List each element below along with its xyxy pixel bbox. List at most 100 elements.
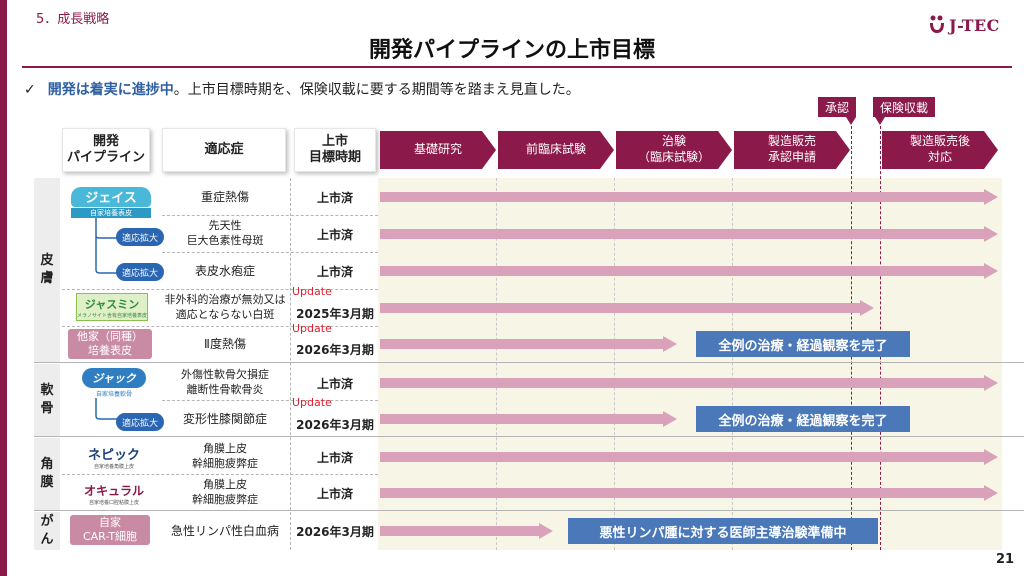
- progress-arrow-head: [663, 336, 677, 352]
- progress-arrow-shaft: [380, 303, 860, 313]
- jack-logo-sub: 自家培養軟骨: [95, 391, 132, 398]
- check-icon: ✓: [24, 82, 36, 98]
- row-divider: [162, 252, 378, 253]
- approval-pointer: [846, 117, 856, 125]
- indication-cell: 表皮水疱症: [194, 263, 255, 278]
- progress-arrow-head: [984, 226, 998, 242]
- phase-post-marketing: 製造販売後 対応: [882, 131, 998, 169]
- indication-cell: 変形性膝関節症: [182, 411, 267, 426]
- status-banner: 全例の治療・経過観察を完了: [696, 331, 910, 357]
- progress-arrow-head: [860, 300, 874, 316]
- indication-cell: 急性リンパ性白血病: [170, 523, 279, 538]
- indication-cell: 先天性 巨大色素性母斑: [186, 219, 264, 247]
- target-period-cell: 2026年3月期: [296, 417, 374, 432]
- indication-cell: 非外科的治療が無効又は 適応とならない白斑: [164, 293, 286, 321]
- phase-approval-application: 製造販売 承認申請: [734, 131, 850, 169]
- progress-arrow: [380, 189, 998, 205]
- progress-arrow-head: [984, 485, 998, 501]
- phase-grid-line: [496, 178, 497, 550]
- update-badge: Update: [292, 396, 332, 409]
- target-period-cell: 2025年3月期: [296, 306, 374, 321]
- jace-logo-sub: 自家培養表皮: [71, 207, 151, 218]
- target-period-cell: 2026年3月期: [296, 524, 374, 539]
- ocural-logo: オキュラル 自家培養口腔粘膜上皮: [72, 480, 156, 508]
- jtec-mark-icon: [930, 15, 944, 33]
- progress-arrow: [380, 375, 998, 391]
- header-target: 上市 目標時期: [294, 128, 376, 172]
- accent-bar: [0, 0, 7, 576]
- progress-arrow: [380, 523, 553, 539]
- approval-callout: 承認: [818, 97, 856, 117]
- insurance-pointer: [875, 117, 885, 125]
- jack-logo-text: ジャック: [82, 368, 146, 388]
- expansion-badge: 適応拡大: [116, 228, 164, 246]
- jace-logo-text: ジェイス: [71, 186, 151, 207]
- insurance-callout: 保険収載: [873, 97, 935, 117]
- phase-basic-research: 基礎研究: [380, 131, 496, 169]
- indication-cell: Ⅱ度熱傷: [204, 336, 246, 351]
- progress-arrow-shaft: [380, 266, 984, 276]
- jack-logo: ジャック 自家培養軟骨: [74, 366, 154, 400]
- column-divider: [290, 178, 291, 550]
- row-divider: [162, 400, 378, 401]
- target-period-cell: 上市済: [316, 450, 353, 465]
- progress-arrow: [380, 336, 677, 352]
- indication-cell: 外傷性軟骨欠損症 離断性骨軟骨炎: [181, 368, 269, 396]
- update-badge: Update: [292, 322, 332, 335]
- allogeneic-epidermis-label: 他家（同種） 培養表皮: [68, 329, 152, 359]
- progress-arrow-shaft: [380, 192, 984, 202]
- progress-arrow-head: [984, 263, 998, 279]
- group-divider: [34, 362, 1024, 363]
- phase-clinical-trial: 治験 （臨床試験）: [616, 131, 732, 169]
- company-logo: J-TEC: [928, 14, 1000, 36]
- target-period-cell: 上市済: [316, 264, 353, 279]
- category-skin: 皮 膚: [34, 178, 60, 362]
- header-indication: 適応症: [162, 128, 286, 172]
- title-divider: [22, 66, 1012, 68]
- indication-cell: 角膜上皮 幹細胞疲弊症: [192, 478, 258, 506]
- page-title: 開発パイプラインの上市目標: [368, 38, 655, 63]
- target-period-cell: 2026年3月期: [296, 342, 374, 357]
- progress-arrow: [380, 485, 998, 501]
- update-badge: Update: [292, 285, 332, 298]
- jace-logo: ジェイス 自家培養表皮: [68, 184, 154, 220]
- section-label: 5．成長戦略: [36, 12, 110, 27]
- summary-highlight: 開発は着実に進捗中: [47, 82, 174, 98]
- progress-arrow-shaft: [380, 378, 984, 388]
- target-period-cell: 上市済: [316, 227, 353, 242]
- jasmine-logo-sub: メラノサイト含有自家培養表皮: [77, 312, 147, 319]
- ocural-logo-text: オキュラル: [83, 484, 144, 498]
- target-period-cell: 上市済: [316, 486, 353, 501]
- expansion-connector: [95, 398, 122, 420]
- target-period-cell: 上市済: [316, 190, 353, 205]
- progress-arrow-shaft: [380, 229, 984, 239]
- expansion-badge: 適応拡大: [116, 413, 164, 431]
- progress-arrow-shaft: [380, 526, 539, 536]
- progress-arrow-head: [663, 411, 677, 427]
- expansion-connector: [95, 218, 122, 274]
- logo-text: J-TEC: [949, 15, 1000, 35]
- indication-cell: 重症熱傷: [200, 189, 249, 204]
- group-divider: [34, 510, 1024, 511]
- progress-arrow-head: [984, 189, 998, 205]
- phase-grid-line: [614, 178, 615, 550]
- target-period-cell: 上市済: [316, 376, 353, 391]
- progress-arrow: [380, 411, 677, 427]
- progress-arrow-head: [984, 449, 998, 465]
- progress-arrow-shaft: [380, 414, 663, 424]
- jasmine-logo: ジャスミン メラノサイト含有自家培養表皮: [76, 293, 148, 321]
- row-divider: [62, 289, 378, 290]
- row-divider: [62, 474, 378, 475]
- jasmine-logo-text: ジャスミン: [84, 297, 140, 311]
- progress-arrow-head: [984, 375, 998, 391]
- car-t-label: 自家 CAR-T細胞: [70, 515, 150, 545]
- page-number: 21: [996, 552, 1015, 567]
- ocural-logo-sub: 自家培養口腔粘膜上皮: [88, 500, 139, 506]
- nepic-logo: ネピック 自家培養角膜上皮: [74, 443, 154, 471]
- progress-arrow-shaft: [380, 452, 984, 462]
- category-cancer: が ん: [34, 512, 60, 550]
- summary-text: 。上市目標時期を、保険収載に要する期間等を踏まえ見直した。: [173, 82, 580, 98]
- row-divider: [162, 215, 378, 216]
- group-divider: [34, 436, 1024, 437]
- row-divider: [62, 326, 378, 327]
